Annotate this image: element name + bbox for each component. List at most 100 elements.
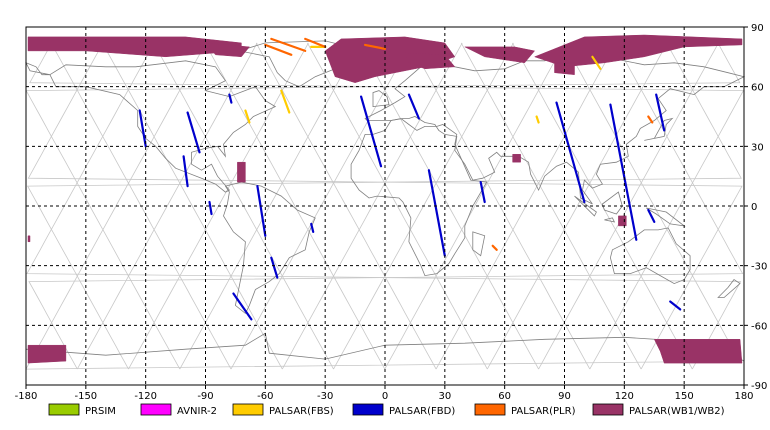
coastline [223,181,316,315]
palsar-wb1-wb2-swath [554,62,575,75]
lon-tick-label: 120 [615,391,634,402]
lon-tick-label: -60 [257,391,273,402]
legend-swatch [592,403,624,416]
palsar-plr-strip [304,37,327,49]
palsar-fbd-strip [479,181,486,204]
coastline [372,90,390,108]
coastline [717,279,741,298]
orbit-track [179,42,361,370]
lon-tick-label: 150 [675,391,694,402]
orbit-track [384,42,566,370]
palsar-fbd-strip [270,256,279,279]
coastline [239,40,350,88]
lat-tick-label: -30 [751,262,767,273]
palsar-plr-strip [647,115,654,124]
palsar-wb1-wb2-swath [237,161,246,183]
coastline [25,62,50,76]
coastline [609,227,691,285]
palsar-wb1-wb2-swath [464,46,536,64]
orbit-track [281,42,463,370]
palsar-fbd-strip [232,292,253,321]
orbit-track [307,42,488,370]
palsar-wb1-wb2-swath [618,215,627,227]
lat-tick-label: -90 [751,381,767,392]
orbit-track [409,42,591,370]
lat-tick-label: 60 [751,83,764,94]
coastline [364,50,746,205]
legend: PRSIM AVNIR-2 PALSAR(FBS) PALSAR(FBD) PALSAR… [48,403,725,417]
palsar-fbd-strip [669,300,682,311]
palsar-fbs-strip [535,115,540,124]
palsar-plr-strip [270,37,307,53]
coastline [601,191,623,215]
palsar-fbd-strip [256,185,267,237]
lon-tick-label: 30 [438,391,451,402]
lon-tick-label: 180 [734,391,753,402]
lat-tick-label: 90 [751,23,764,34]
palsar-fbd-strip [360,95,383,168]
palsar-fbd-strip [609,103,638,241]
palsar-fbd-strip [228,93,233,104]
longitude-axis: -180 -150 -120 -90 -60 -30 0 30 60 90 120 150 180 [15,385,754,402]
palsar-fbd-strip [208,200,213,216]
palsar-wb1-wb2-swath [533,34,743,68]
palsar-fbd-strip [138,109,147,148]
palsar-plr-strip [264,43,293,56]
orbit-tracks [25,42,745,370]
palsar-fbs-strip [591,55,602,70]
palsar-wb1-wb2-swath [653,339,743,364]
legend-swatch [48,403,80,416]
legend-label: PALSAR(FBS) [269,406,334,417]
palsar-wb1-wb2-swath [404,52,456,70]
palsar-wb1-wb2-swath [27,344,67,364]
lon-tick-label: -30 [317,391,333,402]
legend-swatch [352,403,384,416]
palsar-wb1-wb2-swath [512,154,521,163]
latitude-axis: 90 60 30 0 -30 -60 -90 [744,23,767,392]
lon-tick-label: 0 [382,391,388,402]
coastline [350,118,488,277]
palsar-plr-strip [491,244,498,251]
orbit-track [25,42,741,370]
palsar-fbs-strip [280,89,291,114]
palsar-fbd-strip [655,93,666,132]
orbit-track [102,42,283,370]
palsar-fbd-strip [310,222,315,233]
coastline [646,207,686,227]
orbit-track [25,42,741,370]
palsar-wb1-wb2-swath [27,36,242,58]
lon-tick-label: -150 [74,391,97,402]
legend-swatch [140,403,172,416]
coastline [574,195,597,217]
palsar-fbd-strip [407,93,420,120]
coverage-layer [27,34,743,364]
lon-tick-label: 60 [498,391,511,402]
orbit-track [29,42,745,370]
palsar-wb1-wb2-swath [324,36,456,83]
palsar-fbd-strip [555,101,586,204]
coastline [644,117,674,141]
palsar-wb1-wb2-swath [204,42,250,58]
palsar-fbd-strip [186,111,201,154]
orbit-track [204,42,386,370]
orbit-track [76,42,258,370]
orbit-track [25,42,207,370]
legend-label: PRSIM [85,406,116,417]
palsar-fbd-strip [427,169,446,257]
coastline [604,217,616,223]
lat-tick-label: 0 [751,202,757,213]
lat-tick-label: -60 [751,321,767,332]
lon-tick-label: -90 [197,391,213,402]
lon-tick-label: 90 [558,391,571,402]
orbit-track [460,42,642,370]
legend-label: PALSAR(FBD) [389,406,455,417]
orbit-track [486,42,668,370]
lon-tick-label: -120 [134,391,157,402]
legend-swatch [474,403,506,416]
palsar-fbd-strip [647,208,656,223]
legend-label: PALSAR(WB1/WB2) [629,406,725,417]
legend-label: PALSAR(PLR) [511,406,576,417]
palsar-plr-strip [364,43,387,51]
palsar-fbs-strip [244,109,251,124]
